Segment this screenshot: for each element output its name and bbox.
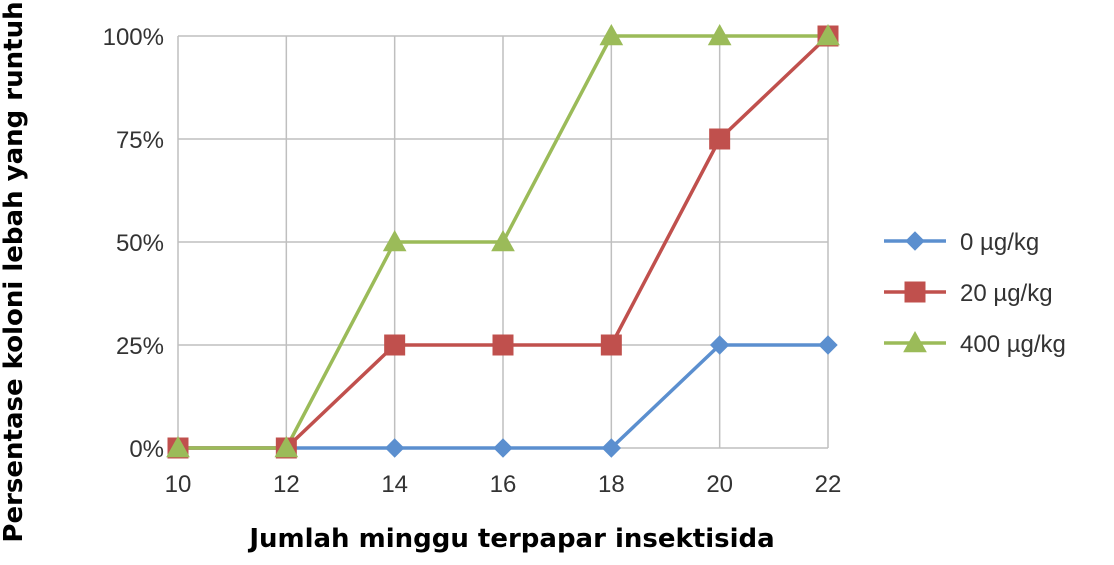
data-point-series-0 — [493, 438, 513, 458]
data-point-series-1 — [492, 334, 514, 356]
y-tick-label: 75% — [116, 127, 164, 154]
legend: 0 µg/kg 20 µg/kg 400 µg/kg — [884, 229, 1066, 358]
y-tick-label: 50% — [116, 230, 164, 257]
x-axis-title: Jumlah minggu terpapar insektisida — [247, 524, 774, 554]
legend-label: 0 µg/kg — [960, 229, 1039, 256]
data-point-series-2 — [166, 435, 190, 458]
x-tick-label: 14 — [381, 471, 408, 498]
legend-marker — [904, 281, 926, 303]
data-point-series-0 — [818, 335, 838, 355]
data-point-series-2 — [491, 229, 515, 252]
legend-label: 400 µg/kg — [960, 331, 1066, 358]
x-tick-label: 18 — [598, 471, 625, 498]
x-tick-label: 12 — [273, 471, 300, 498]
y-tick-label: 25% — [116, 333, 164, 360]
y-tick-label: 0% — [129, 436, 164, 463]
legend-marker — [903, 330, 927, 353]
data-point-series-1 — [384, 334, 406, 356]
x-tick-label: 22 — [815, 471, 842, 498]
data-point-series-0 — [384, 438, 405, 458]
x-tick-label: 10 — [165, 471, 192, 498]
legend-marker — [905, 231, 925, 251]
data-point-series-0 — [709, 335, 730, 355]
data-point-series-1 — [709, 128, 731, 150]
x-tick-label: 20 — [706, 471, 733, 498]
y-tick-label: 100% — [103, 24, 164, 51]
y-axis-title: Persentase koloni lebah yang runtuh — [0, 1, 29, 542]
x-tick-label: 16 — [490, 471, 517, 498]
data-point-series-2 — [274, 435, 299, 458]
y-tick-labels: 0% 25% 50% 75% 100% — [103, 24, 164, 463]
grid-lines — [177, 35, 829, 449]
data-point-series-0 — [601, 438, 622, 458]
series-markers — [166, 23, 840, 459]
data-point-series-2 — [707, 23, 732, 46]
data-point-series-1 — [600, 334, 622, 356]
data-point-series-2 — [816, 23, 840, 46]
data-point-series-2 — [599, 23, 624, 46]
x-tick-labels: 10 12 14 16 18 20 22 — [165, 471, 842, 498]
data-point-series-2 — [382, 229, 407, 252]
legend-label: 20 µg/kg — [960, 280, 1053, 307]
